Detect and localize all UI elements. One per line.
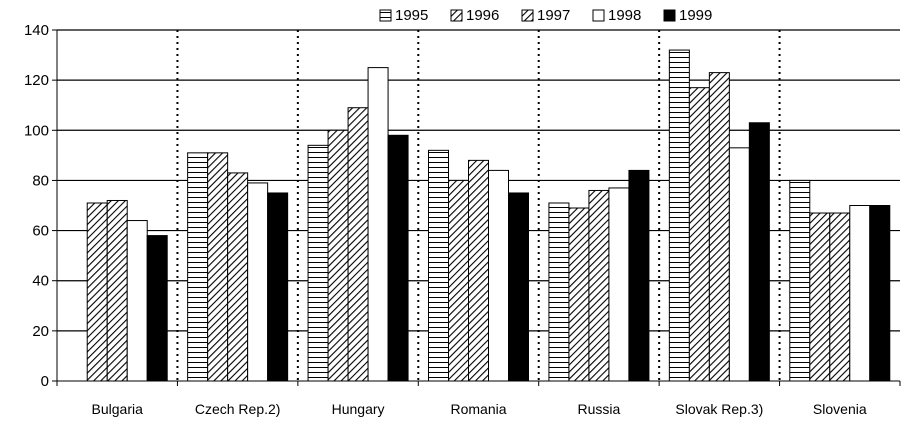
bar-1997-5 (588, 189, 610, 382)
bar-1997-6 (708, 72, 730, 382)
bar-1995-7 (789, 179, 811, 382)
bar-1996-7 (809, 212, 831, 382)
bar-1999-1 (146, 235, 168, 382)
x-tick-label: Slovak Rep.3) (675, 401, 763, 417)
bar-1998-5 (608, 187, 630, 382)
x-tick-label: Bulgaria (92, 401, 144, 417)
y-tick-label: 140 (24, 22, 49, 39)
bar-1999-3 (387, 134, 409, 382)
bar-1996-6 (688, 87, 710, 382)
x-tick-label: Russia (578, 401, 621, 417)
legend-label: 1999 (679, 7, 712, 24)
legend-label: 1998 (608, 7, 641, 24)
bar-1995-4 (428, 149, 449, 382)
bar-1997-1 (106, 199, 128, 382)
y-tick-label: 60 (32, 223, 49, 240)
bar-1999-7 (869, 205, 891, 382)
bars (86, 49, 891, 382)
bar-1995-3 (307, 144, 329, 382)
bar-1999-6 (748, 122, 770, 382)
bar-1997-4 (468, 159, 489, 382)
legend-swatch (592, 9, 605, 22)
bar-1998-2 (247, 182, 269, 382)
bar-1995-5 (548, 202, 570, 382)
bar-1996-5 (568, 207, 590, 382)
y-tick-label: 20 (32, 323, 49, 340)
legend-label: 1997 (537, 7, 570, 24)
bar-1996-4 (448, 179, 469, 382)
bar-1996-3 (327, 129, 349, 382)
bar-1997-3 (347, 107, 369, 382)
legend-background (376, 4, 736, 26)
legend-swatch (379, 9, 392, 22)
bar-1997-7 (829, 212, 851, 382)
legend-swatch (450, 9, 463, 22)
bar-1996-1 (86, 202, 108, 382)
y-tick-label: 100 (24, 122, 49, 139)
bar-1995-2 (187, 152, 209, 382)
x-tick-label: Hungary (332, 401, 385, 417)
bar-1995-6 (668, 49, 690, 382)
x-tick-label: Czech Rep.2) (195, 401, 281, 417)
bar-1998-7 (849, 205, 871, 382)
bar-1998-3 (367, 67, 389, 382)
x-tick-label: Romania (450, 401, 506, 417)
y-tick-label: 120 (24, 72, 49, 89)
x-tick-label: Slovenia (813, 401, 867, 417)
bar-1998-4 (488, 169, 509, 382)
legend-label: 1995 (395, 7, 428, 24)
y-tick-label: 0 (41, 373, 49, 390)
bar-1999-4 (508, 192, 529, 382)
bar-1998-6 (728, 147, 750, 382)
y-tick-label: 40 (32, 273, 49, 290)
bar-1999-5 (628, 169, 650, 382)
y-tick-label: 80 (32, 172, 49, 189)
legend-swatch (663, 9, 676, 22)
bar-1998-1 (126, 220, 148, 382)
bar-1997-2 (227, 172, 249, 382)
legend: 1995 1996 1997 1998 1999 (376, 4, 736, 26)
legend-label: 1996 (466, 7, 499, 24)
legend-swatch (521, 9, 534, 22)
bar-1999-2 (267, 192, 289, 382)
category-separators (176, 30, 781, 381)
axes: 0 20 40 60 80 100 120 140 Bulgaria Czech Rep.2) Hu… (24, 22, 901, 417)
bar-1996-2 (207, 152, 229, 382)
